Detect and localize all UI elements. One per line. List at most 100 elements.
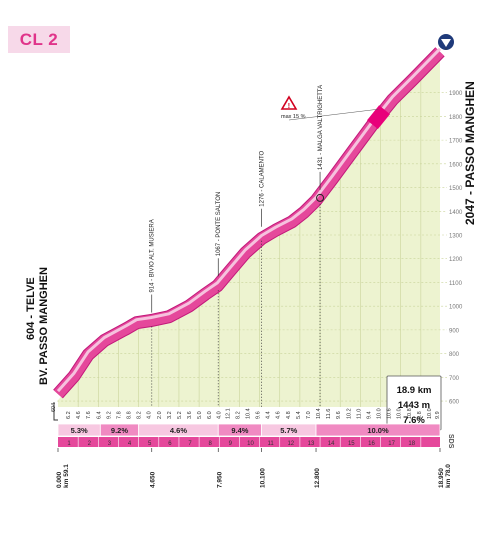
y-tick-label: 900 xyxy=(449,328,460,334)
y-tick-label: 1400 xyxy=(449,210,463,216)
waypoint-circle xyxy=(316,193,325,202)
km-grade-label: 6.4 xyxy=(96,411,102,419)
y-tick-label: 1300 xyxy=(449,234,463,240)
km-grade-label: 8.2 xyxy=(137,411,143,419)
summary-gain: 1443 m xyxy=(398,400,430,411)
segment-grade-label: 9.2% xyxy=(111,426,128,435)
segment-grade-label: 10.0% xyxy=(367,426,389,435)
km-grade-label: 9.9 xyxy=(435,411,441,419)
km-number: 12 xyxy=(287,441,294,447)
waypoint-label: 1431 - MALGA VALTRIGHETTA xyxy=(318,85,324,170)
y-tick-label: 1200 xyxy=(449,257,463,263)
km-number: 5 xyxy=(148,441,152,447)
y-tick-label: 1600 xyxy=(449,162,463,168)
km-grade-label: 9.6 xyxy=(256,411,262,419)
distance-marker-label: 10.100 xyxy=(260,468,267,488)
km-grade-label: 4.6 xyxy=(76,411,82,419)
max-gradient-label: max 15 % xyxy=(281,114,306,120)
distance-marker-label: 12.800 xyxy=(314,468,321,488)
km-grade-label: 6.0 xyxy=(207,411,213,419)
km-grade-label: 10.0 xyxy=(397,408,403,419)
segment-grade-label: 5.7% xyxy=(280,426,297,435)
km-grade-label: 7.8 xyxy=(116,411,122,419)
y-tick-label: 1500 xyxy=(449,186,463,192)
y-tick-label: 600 xyxy=(449,400,460,406)
start-altitude-tag: 604 xyxy=(51,403,57,412)
km-number: 15 xyxy=(348,441,355,447)
distance-marker-km: km 59.1 xyxy=(63,464,70,488)
road-highlight xyxy=(56,47,442,393)
y-tick-label: 1800 xyxy=(449,115,463,121)
km-number: 14 xyxy=(328,441,335,447)
km-grade-label: 2.0 xyxy=(157,411,163,419)
km-grade-label: 10.8 xyxy=(407,408,413,419)
start-label: 604 - TELVE xyxy=(25,277,37,340)
km-grade-label: 4.0 xyxy=(147,411,153,419)
km-grade-label: 12.1 xyxy=(225,408,231,419)
waypoint-label: 1067 - PONTE SALTON xyxy=(216,192,222,256)
segment-grade-label: 9.4% xyxy=(231,426,248,435)
road-band xyxy=(53,47,444,398)
distance-marker-label: 0.000 xyxy=(56,471,63,488)
km-grade-label: 3.6 xyxy=(187,411,193,419)
km-number: 10 xyxy=(247,441,254,447)
km-number: 7 xyxy=(188,441,192,447)
max-gradient-section xyxy=(367,105,391,130)
km-number: 1 xyxy=(67,441,71,447)
km-grade-label: 9.2 xyxy=(106,411,112,419)
km-grade-label: 10.6 xyxy=(387,408,393,419)
finish-label: 2047 - PASSO MANGHEN xyxy=(463,81,477,225)
y-tick-label: 1100 xyxy=(449,281,463,287)
km-grade-label: 7.0 xyxy=(306,411,312,419)
km-grade-label: 5.2 xyxy=(177,411,183,419)
km-grade-label: 7.6 xyxy=(86,411,92,419)
km-number: 11 xyxy=(268,441,275,447)
y-tick-label: 1900 xyxy=(449,91,463,97)
km-grade-label: 9.8 xyxy=(417,411,423,419)
warning-mark: ! xyxy=(288,103,290,110)
segment-grade-label: 4.6% xyxy=(170,426,187,435)
start-bracket xyxy=(53,402,58,421)
km-strip xyxy=(58,437,440,447)
distance-marker-km: km 78.0 xyxy=(445,464,452,488)
summary-length: 18.9 km xyxy=(397,385,432,396)
profile-area xyxy=(58,57,440,408)
start-sublabel: BV. PASSO MANGHEN xyxy=(38,267,50,385)
km-grade-label: 9.4 xyxy=(366,411,372,419)
y-tick-label: 800 xyxy=(449,352,460,358)
km-grade-label: 10.2 xyxy=(346,408,352,419)
gradient-segment xyxy=(315,423,441,437)
finish-pass-arrow xyxy=(441,39,451,47)
km-grade-label: 8.8 xyxy=(127,411,133,419)
km-grade-label: 8.2 xyxy=(235,411,241,419)
km-grade-label: 5.4 xyxy=(296,411,302,419)
km-grade-label: 4.4 xyxy=(266,411,272,419)
km-grade-label: 9.6 xyxy=(336,411,342,419)
summary-avg: 7.6% xyxy=(403,415,425,426)
km-grade-label: 10.4 xyxy=(316,408,322,419)
km-grade-label: 3.2 xyxy=(167,411,173,419)
km-grade-label: 11.6 xyxy=(326,409,332,419)
km-grade-label: 10.4 xyxy=(245,408,251,419)
km-number: 13 xyxy=(308,441,315,447)
category-badge: CL 2 xyxy=(8,26,70,53)
distance-marker-label: 7.950 xyxy=(216,471,223,488)
km-grade-label: 6.2 xyxy=(66,411,72,419)
distance-marker-label: 18.950 xyxy=(438,468,445,488)
waypoint-label: 914 - BIVIO ALT. MUSIERA xyxy=(150,219,156,292)
km-grade-label: 11.0 xyxy=(356,409,362,419)
y-tick-label: 1000 xyxy=(449,305,463,311)
max-gradient-warning-icon xyxy=(280,95,298,110)
km-number: 16 xyxy=(368,441,375,447)
distance-marker-label: 4.650 xyxy=(150,471,157,488)
km-number: 9 xyxy=(229,441,233,447)
km-grade-label: 10.0 xyxy=(377,408,383,419)
sds-label: SDS xyxy=(447,434,454,449)
waypoint-label: 1276 - CALAMENTO xyxy=(260,150,266,206)
y-tick-label: 1700 xyxy=(449,139,463,145)
km-number: 17 xyxy=(388,441,395,447)
km-grade-label: 4.8 xyxy=(286,411,292,419)
segment-grade-label: 5.3% xyxy=(71,426,88,435)
km-number: 6 xyxy=(168,441,172,447)
